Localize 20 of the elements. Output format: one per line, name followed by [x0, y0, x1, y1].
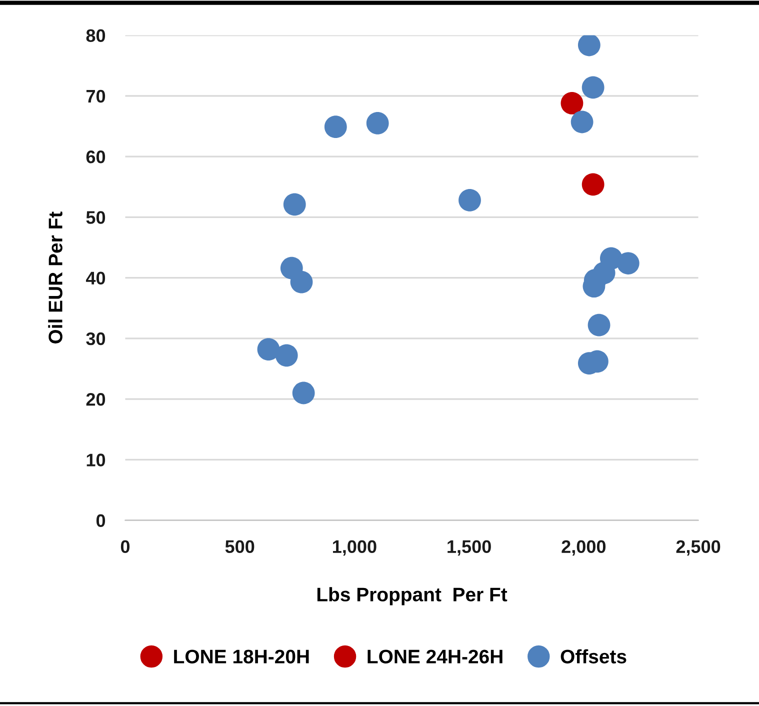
x-tick-label: 2,500	[676, 540, 720, 556]
x-tick-label: 1,500	[448, 540, 491, 556]
x-axis-title: Lbs Proppant Per Ft	[317, 587, 508, 606]
x-tick-label: 2,000	[562, 540, 606, 556]
legend-label: LONE 18H-20H	[174, 650, 309, 664]
y-tick-label: 70	[86, 90, 106, 103]
y-tick-label: 20	[86, 393, 106, 406]
legend-label: Offsets	[560, 649, 626, 664]
y-tick-label: 40	[86, 272, 106, 285]
legend-label: LONE 24H-26H	[368, 650, 502, 664]
y-tick-label: 60	[86, 150, 106, 164]
y-axis-title: Oil EUR Per Ft	[48, 212, 62, 344]
x-tick-label: 1,000	[333, 540, 376, 556]
x-tick-label: 500	[225, 540, 254, 554]
y-tick-label: 50	[86, 211, 106, 224]
y-tick-label: 80	[86, 29, 106, 42]
y-tick-label: 10	[86, 454, 106, 466]
y-tick-label: 0	[96, 514, 106, 528]
y-tick-label: 30	[86, 332, 106, 346]
x-tick-label: 0	[120, 540, 130, 554]
